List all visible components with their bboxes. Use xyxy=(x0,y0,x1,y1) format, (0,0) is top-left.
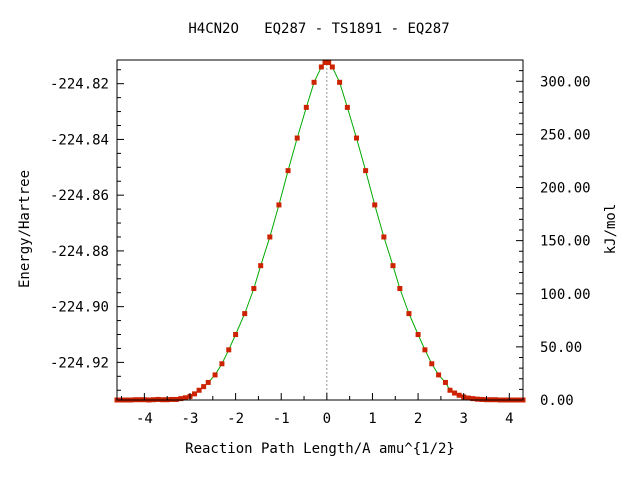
data-point xyxy=(363,168,369,174)
data-point xyxy=(285,168,291,174)
data-point xyxy=(429,361,435,367)
y-tick-label: -224.92 xyxy=(50,355,109,371)
x-tick-label: 2 xyxy=(414,411,422,427)
y2-tick-label: 0.00 xyxy=(540,393,574,409)
y2-tick-label: 150.00 xyxy=(540,234,591,250)
y2-axis-label: kJ/mol xyxy=(603,204,619,255)
x-tick-label: 1 xyxy=(368,411,376,427)
data-point xyxy=(329,64,335,70)
data-point xyxy=(465,395,471,401)
data-point xyxy=(442,379,448,385)
data-point xyxy=(303,104,309,110)
data-point xyxy=(196,387,202,393)
data-point xyxy=(456,392,462,398)
data-point xyxy=(201,384,207,390)
data-point xyxy=(406,311,412,317)
y-tick-label: -224.82 xyxy=(50,77,109,93)
data-point xyxy=(242,311,248,317)
y-tick-label: -224.90 xyxy=(50,300,109,316)
data-point xyxy=(226,347,232,353)
y-axis-label: Energy/Hartree xyxy=(17,170,33,288)
plot-frame xyxy=(116,59,524,401)
y2-tick-label: 200.00 xyxy=(540,181,591,197)
data-point xyxy=(258,263,264,269)
data-point xyxy=(205,379,211,385)
data-point xyxy=(267,234,273,240)
data-point xyxy=(294,135,300,141)
data-point xyxy=(251,286,257,292)
data-point xyxy=(372,202,378,208)
data-point xyxy=(474,396,480,402)
x-tick-label: -4 xyxy=(136,411,153,427)
y2-tick-label: 250.00 xyxy=(540,127,591,143)
y2-tick-label: 100.00 xyxy=(540,287,591,303)
x-tick-label: -1 xyxy=(273,411,290,427)
data-point xyxy=(233,332,239,338)
series-line xyxy=(117,61,523,401)
x-axis-label: Reaction Path Length/A amu^{1/2} xyxy=(185,441,455,457)
data-point xyxy=(178,396,184,402)
data-point xyxy=(318,64,324,70)
x-tick-label: 0 xyxy=(323,411,331,427)
data-point xyxy=(311,79,317,85)
data-point xyxy=(344,104,350,110)
data-point xyxy=(182,395,188,401)
y-tick-label: -224.84 xyxy=(50,132,109,148)
data-point xyxy=(353,135,359,141)
data-point xyxy=(173,396,179,402)
data-point xyxy=(447,387,453,393)
data-point xyxy=(452,390,458,396)
data-point xyxy=(390,263,396,269)
chart-title: H4CN2O EQ287 - TS1891 - EQ287 xyxy=(188,21,449,37)
data-point xyxy=(381,234,387,240)
data-point xyxy=(422,347,428,353)
data-point xyxy=(169,396,175,402)
data-point xyxy=(212,372,218,378)
data-point xyxy=(479,396,485,402)
data-point xyxy=(415,332,421,338)
x-tick-label: -2 xyxy=(227,411,244,427)
data-point xyxy=(470,396,476,402)
data-point xyxy=(219,361,225,367)
y-tick-label: -224.88 xyxy=(50,244,109,260)
data-point xyxy=(337,79,343,85)
data-point xyxy=(155,396,161,402)
y-tick-label: -224.86 xyxy=(50,188,109,204)
data-point xyxy=(276,202,282,208)
data-point xyxy=(192,391,198,397)
y2-tick-label: 300.00 xyxy=(540,74,591,90)
y2-tick-label: 50.00 xyxy=(540,340,582,356)
data-point xyxy=(326,60,332,66)
x-tick-label: -3 xyxy=(182,411,199,427)
x-tick-label: 4 xyxy=(505,411,513,427)
x-tick-label: 3 xyxy=(459,411,467,427)
data-point xyxy=(436,372,442,378)
data-point xyxy=(397,286,403,292)
